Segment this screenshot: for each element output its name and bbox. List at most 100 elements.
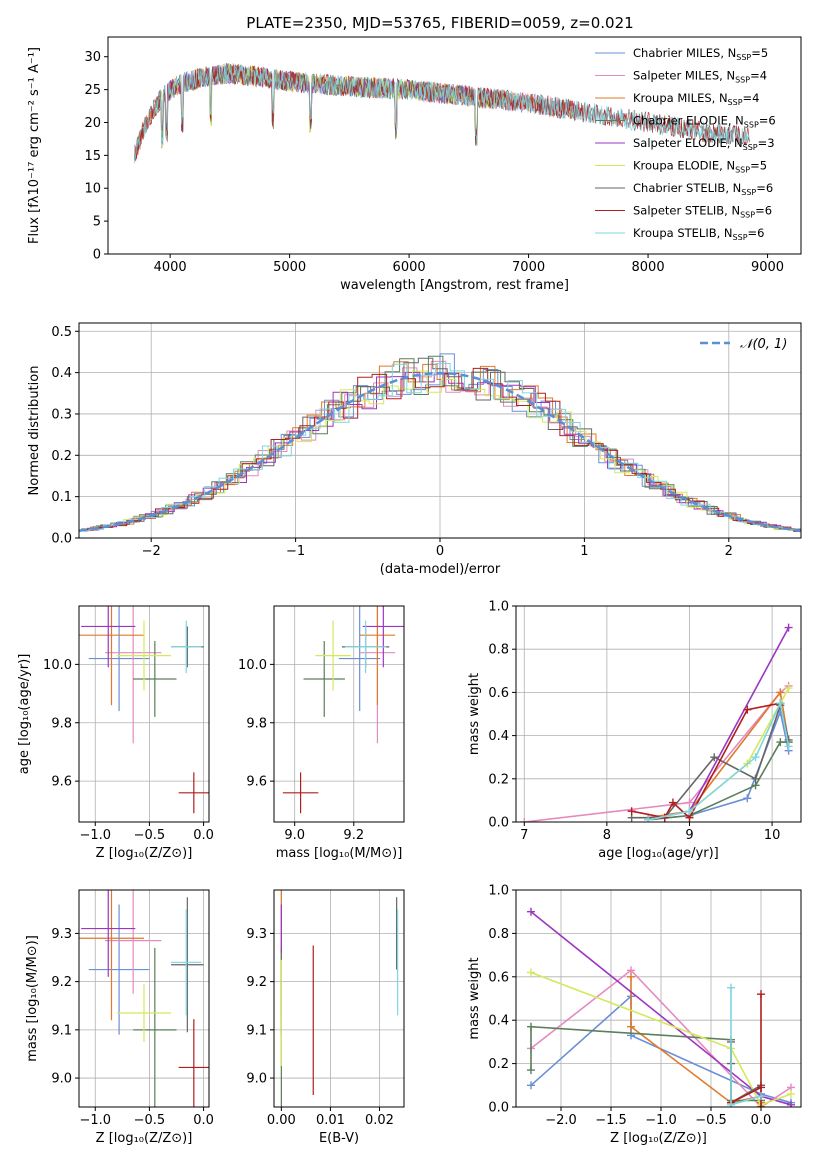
y-tick-label: 0.6 (488, 686, 509, 701)
errorbar-kroupa-elodie (116, 620, 172, 691)
axes-frame (515, 889, 802, 1108)
weight-marker (685, 807, 694, 816)
panel-mass-vs-Z: −1.0 −0.5 0.0 9.0 9.1 9.2 9.3 Z [log₁₀(Z/Z⊙)] ma… (25, 889, 214, 1146)
errorbar-chabrier-stelib (171, 897, 204, 1033)
weight-marker (757, 1103, 765, 1107)
y-tick-label: 9.8 (246, 716, 267, 731)
y-tick-label: 0.8 (488, 643, 509, 658)
errorbar-salpeter-stelib (282, 772, 319, 814)
weight-marker (784, 684, 793, 693)
errorbar-salpeter-elodie (362, 606, 404, 668)
y-tick-label: 0.2 (51, 449, 72, 464)
legend-label: Salpeter MILES, NSSP=4 (633, 69, 767, 85)
y-axis-label: Flux [fλ10⁻¹⁷ erg cm⁻² s⁻¹ A⁻¹] (27, 47, 42, 244)
x-tick-label: −0.5 (695, 1113, 727, 1128)
errorbar-kroupa-stelib (344, 620, 387, 674)
y-tick-label: 9.0 (246, 1072, 267, 1087)
legend-count: =6 (756, 181, 773, 195)
x-tick-label: 10 (764, 828, 781, 843)
weight-marker (751, 774, 760, 783)
axes-frame (107, 36, 802, 255)
legend-count: =4 (750, 69, 767, 83)
axes-frame (78, 889, 210, 1108)
weight-marker (787, 1089, 795, 1098)
plot-area-mass-vs-EBV (280, 890, 399, 1107)
x-tick-label: 0.0 (751, 1113, 772, 1128)
y-tick-label: 0.2 (488, 1057, 509, 1072)
x-tick-label: −2.0 (545, 1113, 577, 1128)
legend-label: Salpeter ELODIE, NSSP=3 (633, 136, 775, 152)
weight-marker (787, 1100, 795, 1107)
y-tick-label: 30 (84, 50, 101, 65)
errorbar-chabrier-elodie (133, 947, 177, 1107)
legend-subscript: SSP (743, 143, 758, 152)
y-tick-label: 0 (93, 248, 101, 263)
weight-marker (757, 990, 765, 999)
y-tick-label: 0.3 (51, 407, 72, 422)
axes-frame (78, 605, 210, 823)
x-axis-label: (data-model)/error (380, 562, 501, 577)
x-tick-label: −1.5 (595, 1113, 627, 1128)
weight-line (631, 702, 781, 819)
errorbar-kroupa-stelib (171, 620, 202, 674)
weight-line (730, 994, 762, 1107)
y-tick-label: 10 (84, 182, 101, 197)
weight-marker (627, 972, 635, 981)
y-tick-label: 25 (84, 83, 101, 98)
legend-label: Salpeter STELIB, NSSP=6 (633, 204, 772, 220)
legend-count: =3 (758, 136, 775, 150)
x-tick-label: 9.0 (284, 828, 305, 843)
x-tick-label: −0.5 (134, 1113, 166, 1128)
x-axis-label: Z [log₁₀(Z/Z⊙)] (96, 1131, 193, 1146)
normal-curve (79, 371, 801, 533)
legend-subscript: SSP (744, 121, 759, 130)
errorbar-kroupa-miles (79, 606, 144, 706)
weight-line (524, 685, 790, 822)
weight-marker (776, 699, 785, 708)
y-tick-label: 0.8 (488, 927, 509, 942)
x-axis-label: Z [log₁₀(Z/Z⊙)] (610, 1131, 707, 1146)
x-tick-label: 8000 (632, 260, 665, 275)
x-axis-label: mass [log₁₀(M/M⊙)] (276, 846, 403, 861)
weight-marker (743, 705, 752, 714)
x-tick-label: −1 (286, 544, 305, 559)
y-tick-label: 9.6 (246, 775, 267, 790)
y-tick-label: 9.2 (246, 975, 267, 990)
histogram-salpeter-elodie (79, 371, 801, 532)
y-tick-label: 0.6 (488, 970, 509, 985)
weight-marker (710, 753, 719, 762)
y-tick-label: 20 (84, 116, 101, 131)
x-tick-label: 5000 (273, 260, 306, 275)
errorbar-chabrier-elodie (303, 641, 345, 717)
x-axis-label: E(B-V) (319, 1131, 359, 1146)
y-tick-label: 0.2 (488, 772, 509, 787)
y-tick-label: 0.4 (488, 1014, 509, 1029)
y-tick-label: 1.0 (488, 600, 509, 615)
weight-marker (776, 688, 785, 697)
y-axis-label: mass weight (467, 673, 482, 755)
x-axis-label: age [log₁₀(age/yr)] (598, 846, 719, 861)
plot-area-age-vs-mass (282, 606, 404, 814)
panel-weight-vs-age: 7 8 9 10 0.0 0.2 0.4 0.6 0.8 1.0 age [log₁₀(age/yr… (467, 600, 802, 861)
x-tick-label: −0.5 (134, 828, 166, 843)
panel-age-vs-mass: 9.0 9.2 9.6 9.8 10.0 mass [log₁₀(M/M⊙)] (238, 605, 405, 861)
legend-subscript: SSP (736, 53, 751, 62)
weight-marker (668, 798, 677, 807)
x-tick-label: 7 (520, 828, 528, 843)
x-tick-label: −1.0 (79, 1113, 111, 1128)
y-tick-label: 0.4 (51, 366, 72, 381)
y-tick-label: 15 (84, 149, 101, 164)
legend-label: Kroupa ELODIE, NSSP=5 (633, 159, 767, 175)
y-tick-label: 0.0 (51, 532, 72, 547)
errorbar-kroupa-stelib (171, 909, 202, 1016)
y-tick-label: 10.0 (43, 658, 72, 673)
legend-label: Chabrier MILES, NSSP=5 (633, 46, 768, 62)
panel-age-vs-Z: −1.0 −0.5 0.0 9.6 9.8 10.0 Z [log₁₀(Z/Z⊙)] age … (17, 605, 214, 861)
y-tick-label: 0.0 (488, 816, 509, 831)
x-tick-label: 7000 (512, 260, 545, 275)
errorbar-salpeter-elodie (81, 890, 136, 977)
weight-marker (527, 907, 535, 916)
y-tick-label: 9.0 (51, 1072, 72, 1087)
y-tick-label: 0.1 (51, 490, 72, 505)
